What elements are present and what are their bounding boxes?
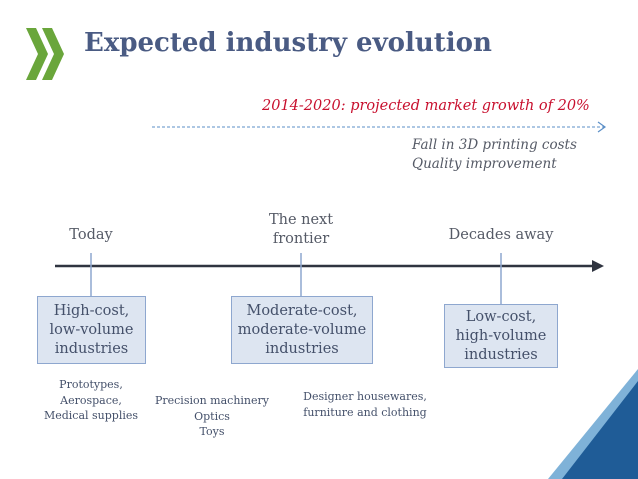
stage-box-low-cost: Low-cost, high-volume industries bbox=[444, 304, 558, 368]
trend-arrow bbox=[152, 121, 607, 133]
stage-label-today: Today bbox=[69, 227, 113, 243]
page-title: Expected industry evolution bbox=[84, 28, 492, 58]
stage-label-decades-away: Decades away bbox=[448, 227, 554, 243]
oecd-chevron-logo-icon bbox=[26, 28, 64, 80]
trend-drivers: Fall in 3D printing costs Quality improv… bbox=[412, 136, 577, 174]
stage-label-next-frontier: The next frontier bbox=[268, 212, 334, 247]
timeline-arrowhead bbox=[592, 260, 604, 272]
stage-box-high-cost: High-cost, low-volume industries bbox=[37, 296, 146, 364]
stage-examples-decades-away: Designer housewares, furniture and cloth… bbox=[303, 390, 427, 419]
stage-examples-today: Prototypes, Aerospace, Medical supplies bbox=[43, 378, 139, 422]
driver-quality: Quality improvement bbox=[412, 156, 557, 172]
driver-cost: Fall in 3D printing costs bbox=[412, 137, 577, 153]
stage-box-moderate-cost: Moderate-cost, moderate-volume industrie… bbox=[231, 296, 373, 364]
growth-projection: 2014-2020: projected market growth of 20… bbox=[262, 98, 590, 114]
corner-decoration-icon bbox=[548, 369, 638, 479]
stage-examples-next-frontier: Precision machinery Optics Toys bbox=[154, 394, 270, 438]
